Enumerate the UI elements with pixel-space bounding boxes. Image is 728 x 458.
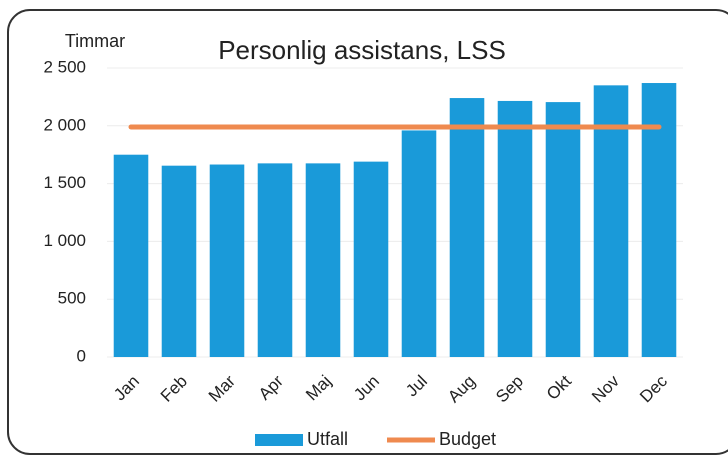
bar <box>113 154 149 357</box>
y-tick-label: 2 000 <box>43 115 86 134</box>
legend-swatch <box>255 434 303 446</box>
bar <box>305 163 341 357</box>
y-tick-label: 1 000 <box>43 231 86 250</box>
y-tick-label: 0 <box>77 346 86 365</box>
legend-label: Budget <box>439 429 496 449</box>
y-tick-label: 500 <box>58 289 86 308</box>
bar <box>641 83 677 357</box>
bar <box>401 130 437 357</box>
legend-label: Utfall <box>307 429 348 449</box>
chart-title: Personlig assistans, LSS <box>218 35 506 65</box>
bar <box>449 98 485 357</box>
bar <box>497 100 533 358</box>
y-axis-label: Timmar <box>65 31 125 51</box>
bar <box>257 163 293 357</box>
bar <box>545 102 581 358</box>
bar <box>353 161 389 357</box>
y-tick-label: 2 500 <box>43 57 86 76</box>
bar <box>209 164 245 357</box>
bar <box>161 165 197 357</box>
y-tick-label: 1 500 <box>43 173 86 192</box>
bar <box>593 85 629 357</box>
